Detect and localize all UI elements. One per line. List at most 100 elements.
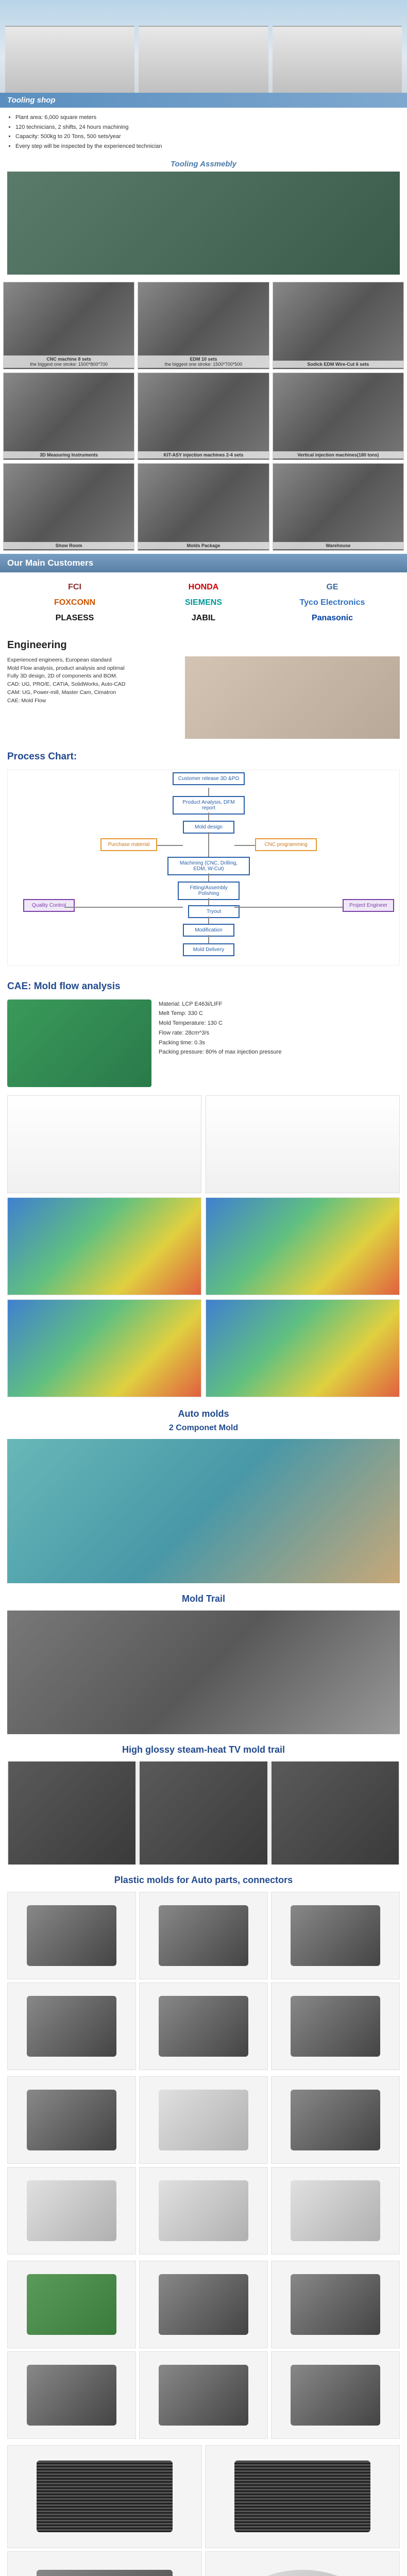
mold-photo [7, 1982, 136, 2070]
equipment-photo: Molds Package [138, 463, 269, 551]
parts-gallery-1 [0, 2073, 407, 2258]
equipment-label: 3D Measuring Instruments [4, 451, 134, 459]
equipment-label: Show Room [4, 542, 134, 549]
mold-photo [271, 1892, 400, 1979]
equipment-photo: Warehouse [273, 463, 404, 551]
part-photo [271, 2076, 400, 2164]
sim-chart-2 [206, 1095, 400, 1193]
process-title: Process Chart: [0, 745, 407, 766]
auto-molds-title: Auto molds [0, 1401, 407, 1422]
fc-cnc: CNC programming [255, 838, 317, 851]
customer-logo: HONDA [189, 583, 219, 592]
customer-logo: Tyco Electronics [300, 598, 365, 607]
engineering-title: Engineering [0, 633, 407, 653]
mold-trail-title: Mold Trail [0, 1586, 407, 1607]
sim-render-2 [206, 1197, 400, 1295]
process-flowchart: Customer release 3D &PO Product Analysis… [7, 770, 400, 965]
customer-logo: Panasonic [312, 614, 353, 623]
fc-start: Customer release 3D &PO [173, 772, 245, 785]
two-component-render [7, 1439, 400, 1583]
equipment-photo: Show Room [3, 463, 134, 551]
cae-specs: Material: LCP E463i/LIFFMelt Temp: 330 C… [159, 999, 400, 1087]
panel-photo [7, 2551, 202, 2576]
part-photo [7, 2261, 136, 2348]
fc-qc: Quality Control [23, 899, 75, 912]
fan-photo [205, 2551, 400, 2576]
part-photo [139, 2351, 268, 2439]
part-photo [7, 2076, 136, 2164]
cae-sim-grid-1 [0, 1091, 407, 1401]
tooling-assembly-photo [7, 172, 400, 275]
fc-purchase: Purchase material [100, 838, 157, 851]
fc-fitting: Fitting/Assembly Polishing [178, 882, 240, 900]
two-component-title: 2 Componet Mold [0, 1422, 407, 1436]
grille-photo [7, 2445, 202, 2548]
tooling-photo-grid: CNC machine 8 setsthe biggest one stroke… [0, 279, 407, 554]
sim-render-3 [7, 1299, 201, 1397]
mold-trail-photo [7, 1611, 400, 1734]
equipment-photo: Vertical injection machines(180 tons) [273, 372, 404, 460]
fc-analysis: Product Analysis, DFM report [173, 796, 245, 815]
equipment-label: Vertical injection machines(180 tons) [273, 451, 403, 459]
equipment-photo: KIT-ASY injection machines 2-4 sets [138, 372, 269, 460]
part-photo [139, 2167, 268, 2255]
sim-render-4 [206, 1299, 400, 1397]
grille-photo [205, 2445, 400, 2548]
tooling-bullet: 120 technicians, 2 shifts, 24 hours mach… [15, 123, 400, 132]
equipment-label: KIT-ASY injection machines 2-4 sets [138, 451, 268, 459]
customers-banner: Our Main Customers [0, 554, 407, 572]
cae-title: CAE: Mold flow analysis [0, 975, 407, 995]
customer-logo: FOXCONN [54, 598, 95, 607]
mold-photo [139, 1892, 268, 1979]
cae-body: Material: LCP E463i/LIFFMelt Temp: 330 C… [0, 995, 407, 1091]
parts-gallery-3 [0, 2442, 407, 2576]
tooling-bullets: Plant area: 6,000 square meters120 techn… [0, 108, 407, 157]
customer-logos: FCI HONDA GE FOXCONN SIEMENS Tyco Electronics… [0, 572, 407, 633]
sim-render-1 [7, 1197, 201, 1295]
tooling-bullet: Capacity: 500kg to 20 Tons, 500 sets/yea… [15, 132, 400, 142]
part-photo [7, 2167, 136, 2255]
tv-trail-photos [7, 1761, 400, 1865]
part-photo [7, 2351, 136, 2439]
fc-delivery: Mold Delivery [183, 943, 234, 956]
tooling-assembly-title: Tooling Assmebly [0, 157, 407, 172]
equipment-label: Warehouse [273, 542, 403, 549]
customer-logo: SIEMENS [185, 598, 222, 607]
hero-banner [0, 0, 407, 93]
hero-buildings [0, 26, 407, 93]
engineering-text: Experienced engineers, European standard… [7, 656, 180, 739]
equipment-label: CNC machine 8 setsthe biggest one stroke… [4, 355, 134, 368]
equipment-photo: 3D Measuring Instruments [3, 372, 134, 460]
customer-logo: PLASESS [56, 614, 94, 623]
mold-photo [271, 1982, 400, 2070]
equipment-photo: Sodick EDM Wire-Cut 6 sets [273, 282, 404, 369]
fc-pe: Project Engineer [343, 899, 394, 912]
customer-logo: FCI [68, 583, 81, 592]
sim-chart-1 [7, 1095, 201, 1193]
part-photo [271, 2167, 400, 2255]
engineering-photo [185, 656, 400, 739]
part-photo [271, 2261, 400, 2348]
part-photo [139, 2261, 268, 2348]
tooling-bullet: Plant area: 6,000 square meters [15, 113, 400, 123]
plastic-molds-title: Plastic molds for Auto parts, connectors [0, 1868, 407, 1889]
mold-photo [139, 1982, 268, 2070]
part-photo [139, 2076, 268, 2164]
equipment-label: Molds Package [138, 542, 268, 549]
cae-render [7, 999, 151, 1087]
parts-gallery-2 [0, 2258, 407, 2442]
fc-machining: Machining (CNC, Drilling, EDM, W-Cut) [167, 857, 250, 875]
tv-trail-title: High glossy steam-heat TV mold trail [0, 1737, 407, 1758]
part-photo [271, 2351, 400, 2439]
equipment-label: Sodick EDM Wire-Cut 6 sets [273, 361, 403, 368]
customer-logo: JABIL [192, 614, 215, 623]
fc-trial: Tryout [188, 905, 240, 918]
tooling-banner: Tooling shop [0, 93, 407, 108]
tooling-bullet: Every step will be inspected by the expe… [15, 142, 400, 151]
mold-photo [7, 1892, 136, 1979]
plastic-molds-grid-1 [0, 1889, 407, 2073]
customer-logo: GE [326, 583, 338, 592]
equipment-photo: EDM 10 setsthe biggest one stroke: 1500*… [138, 282, 269, 369]
equipment-photo: CNC machine 8 setsthe biggest one stroke… [3, 282, 134, 369]
engineering-body: Experienced engineers, European standard… [0, 653, 407, 745]
